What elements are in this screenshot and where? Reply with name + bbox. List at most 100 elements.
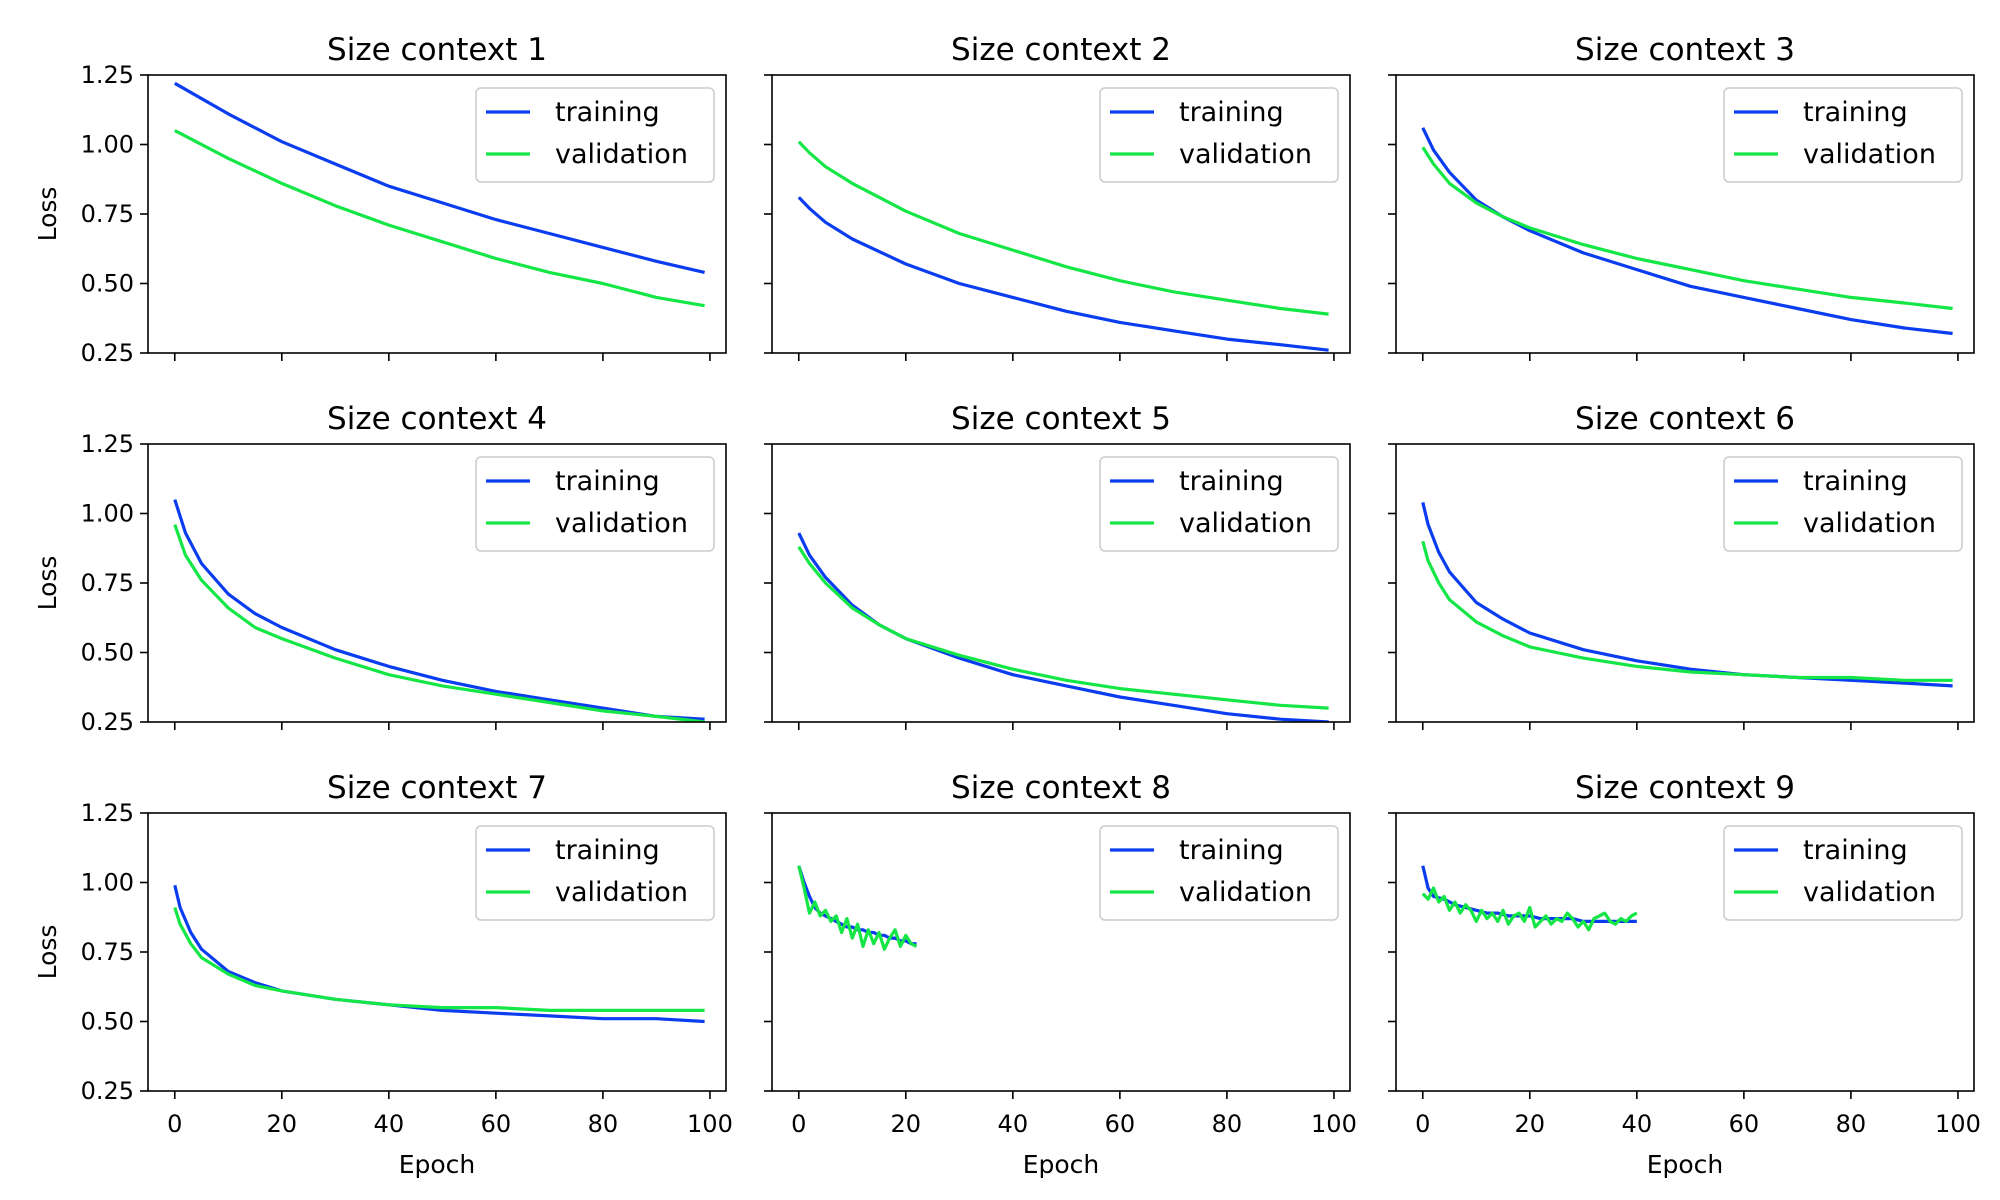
legend: training validation [1723, 87, 1963, 183]
y-tick-label: 1.00 [81, 500, 134, 528]
validation-line [1421, 146, 1953, 311]
training-line [173, 499, 705, 721]
validation-line [173, 524, 705, 722]
legend: training validation [475, 456, 715, 552]
legend: training validation [475, 87, 715, 183]
validation-line [797, 546, 1329, 710]
y-tick-label: 1.25 [81, 61, 134, 89]
x-tick-label: 60 [1105, 1110, 1136, 1138]
x-tick-label: 80 [588, 1110, 619, 1138]
y-tick-label: 1.25 [81, 430, 134, 458]
legend-label-training: training [1803, 466, 1908, 497]
legend-box [1099, 825, 1339, 921]
x-axis-label: Epoch [399, 1150, 476, 1179]
x-tick-label: 40 [998, 1110, 1029, 1138]
x-tick-label: 20 [267, 1110, 298, 1138]
legend-box [1099, 456, 1339, 552]
legend-label-validation: validation [555, 139, 688, 170]
y-tick-label: 0.75 [81, 938, 134, 966]
y-tick-label: 0.25 [81, 1077, 134, 1105]
x-tick-label: 0 [1415, 1110, 1430, 1138]
legend-label-training: training [1179, 97, 1284, 128]
subplot-title: Size context 5 [951, 401, 1171, 437]
y-tick-label: 0.25 [81, 339, 134, 367]
validation-line [173, 907, 705, 1013]
subplot-1: Size context 1 0.25 0.50 0.75 1.00 1.25 Loss tr… [33, 32, 727, 367]
validation-line [797, 140, 1329, 316]
subplot-title: Size context 9 [1575, 770, 1795, 806]
subplot-9: Size context 9 0 20 40 60 80 100 Epoch training v… [1388, 770, 1981, 1179]
legend-label-training: training [1803, 97, 1908, 128]
validation-line [1421, 886, 1638, 932]
training-line [1421, 865, 1637, 924]
x-tick-label: 40 [1622, 1110, 1653, 1138]
subplot-2: Size context 2 training validation [764, 32, 1351, 361]
legend-label-validation: validation [1803, 877, 1936, 908]
subplot-8: Size context 8 0 20 40 60 80 100 Epoch training v… [764, 770, 1357, 1179]
legend-box [1723, 825, 1963, 921]
y-axis-label: Loss [33, 187, 62, 242]
subplot-3: Size context 3 training validation [1388, 32, 1975, 361]
legend-label-validation: validation [1179, 508, 1312, 539]
x-tick-label: 20 [1515, 1110, 1546, 1138]
training-line [1421, 127, 1953, 336]
subplot-title: Size context 7 [327, 770, 547, 806]
legend-label-validation: validation [1803, 139, 1936, 170]
legend: training validation [1723, 456, 1963, 552]
x-tick-label: 80 [1836, 1110, 1867, 1138]
y-tick-label: 1.00 [81, 131, 134, 159]
subplot-7: Size context 7 0.25 0.50 0.75 1.00 1.25 0 20 40 6… [33, 770, 733, 1179]
y-tick-label: 1.25 [81, 799, 134, 827]
validation-line [174, 129, 705, 308]
legend: training validation [475, 825, 715, 921]
x-tick-label: 20 [891, 1110, 922, 1138]
legend-box [1723, 87, 1963, 183]
legend-label-training: training [555, 835, 660, 866]
legend-box [475, 456, 715, 552]
legend-box [475, 87, 715, 183]
legend-label-validation: validation [555, 877, 688, 908]
x-tick-label: 0 [167, 1110, 182, 1138]
y-tick-label: 0.50 [81, 1008, 134, 1036]
subplot-title: Size context 2 [951, 32, 1171, 68]
subplot-5: Size context 5 training validation [764, 401, 1351, 730]
training-line [797, 196, 1329, 352]
x-tick-label: 60 [1729, 1110, 1760, 1138]
legend-label-validation: validation [555, 508, 688, 539]
legend-label-training: training [555, 97, 660, 128]
validation-line [1421, 540, 1953, 682]
x-tick-label: 100 [1935, 1110, 1981, 1138]
subplot-6: Size context 6 training validation [1388, 401, 1975, 730]
legend-label-validation: validation [1179, 139, 1312, 170]
legend-label-training: training [1803, 835, 1908, 866]
y-axis-label: Loss [33, 925, 62, 980]
x-axis-label: Epoch [1647, 1150, 1724, 1179]
subplot-title: Size context 6 [1575, 401, 1795, 437]
y-tick-label: 0.25 [81, 708, 134, 736]
subplot-title: Size context 1 [327, 32, 547, 68]
subplot-4: Size context 4 0.25 0.50 0.75 1.00 1.25 Loss tr… [33, 401, 727, 736]
x-tick-label: 80 [1212, 1110, 1243, 1138]
x-tick-label: 100 [1311, 1110, 1357, 1138]
y-tick-label: 1.00 [81, 869, 134, 897]
training-line [1421, 502, 1953, 688]
legend-label-training: training [555, 466, 660, 497]
y-tick-label: 0.50 [81, 270, 134, 298]
x-tick-label: 40 [374, 1110, 405, 1138]
y-axis-label: Loss [33, 556, 62, 611]
legend: training validation [1099, 87, 1339, 183]
legend: training validation [1099, 456, 1339, 552]
legend-label-validation: validation [1179, 877, 1312, 908]
legend-label-validation: validation [1803, 508, 1936, 539]
subplot-title: Size context 3 [1575, 32, 1795, 68]
x-tick-label: 60 [481, 1110, 512, 1138]
legend-box [475, 825, 715, 921]
legend: training validation [1099, 825, 1339, 921]
x-tick-label: 0 [791, 1110, 806, 1138]
y-tick-label: 0.50 [81, 639, 134, 667]
training-line [174, 81, 705, 274]
legend: training validation [1723, 825, 1963, 921]
training-line [797, 532, 1329, 722]
subplot-title: Size context 8 [951, 770, 1171, 806]
